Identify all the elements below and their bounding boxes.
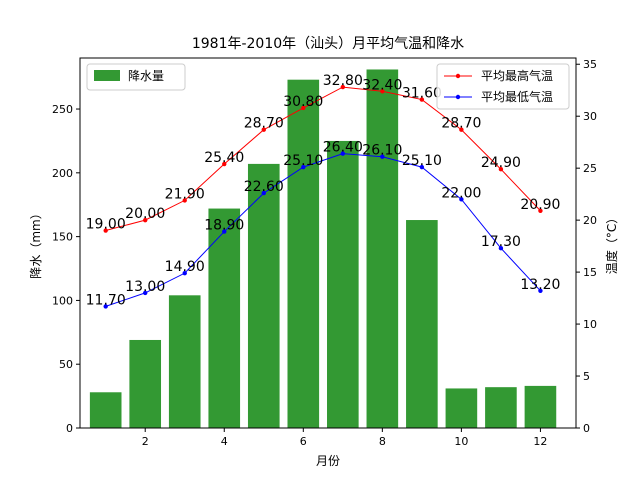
y-left-tick-label: 0 [66, 422, 73, 435]
min-temp-data-label: 18.90 [204, 218, 244, 234]
legend-marker-max-temp [455, 73, 461, 79]
y-axis-label-left: 降水（mm） [29, 207, 43, 278]
precipitation-bar [524, 385, 557, 428]
min-temp-line [105, 153, 541, 307]
y-right-tick-label: 5 [583, 370, 590, 383]
max-temp-point [459, 127, 464, 132]
min-temp-data-label: 26.40 [323, 140, 363, 156]
min-temp-data-label: 25.10 [402, 153, 442, 169]
precipitation-bar [406, 220, 438, 428]
precipitation-bar [129, 339, 162, 428]
min-temp-data-label: 13.20 [520, 277, 560, 293]
y-left-tick-label: 250 [52, 103, 73, 116]
min-temp-point [143, 290, 148, 296]
min-temp-data-label: 26.10 [362, 143, 402, 159]
legend-marker-min-temp [455, 94, 461, 100]
min-temp-point [419, 164, 425, 170]
x-tick-label: 12 [533, 435, 547, 448]
max-temp-data-label: 20.00 [125, 206, 165, 222]
min-temp-point [222, 229, 227, 234]
min-temp-data-label: 13.00 [125, 279, 165, 295]
precipitation-bar [247, 163, 280, 428]
min-temp-data-label: 17.30 [481, 234, 521, 250]
min-temp-point [498, 245, 504, 251]
precipitation-bar [327, 140, 359, 428]
min-temp-point [459, 197, 464, 202]
precipitation-bar [445, 388, 478, 428]
max-temp-point [538, 208, 543, 213]
min-temp-point [103, 304, 108, 309]
legend-label-max-temp: 平均最高气温 [481, 68, 553, 83]
min-temp-point [380, 154, 385, 159]
max-temp-data-label: 19.00 [86, 217, 126, 233]
max-temp-point [182, 198, 187, 203]
max-temp-point [419, 97, 425, 102]
y-right-tick-label: 10 [583, 318, 597, 331]
max-temp-data-label: 21.90 [165, 186, 205, 202]
min-temp-point [340, 151, 346, 156]
legend-label-precipitation: 降水量 [128, 69, 164, 83]
y-right-tick-label: 30 [583, 110, 597, 123]
min-temp-data-label: 25.10 [283, 153, 323, 169]
x-tick-label: 2 [142, 435, 149, 448]
min-temp-point [538, 288, 543, 294]
min-temp-data-label: 14.90 [165, 259, 205, 275]
y-right-tick-label: 20 [583, 214, 597, 227]
precipitation-bar [168, 295, 201, 428]
max-temp-line [105, 86, 541, 232]
x-tick-label: 4 [221, 435, 228, 448]
precipitation-bar [287, 79, 320, 429]
max-temp-point [261, 127, 266, 132]
legend-temperature: 平均最高气温 平均最低气温 [436, 63, 570, 110]
max-temp-data-label: 31.60 [402, 86, 442, 102]
y-left-tick-label: 150 [52, 231, 73, 244]
y-right-tick-label: 15 [583, 266, 597, 279]
max-temp-data-label: 20.90 [520, 197, 560, 213]
min-temp-data-label: 22.00 [441, 185, 481, 201]
max-temp-point [301, 105, 306, 111]
min-temp-point [261, 190, 266, 196]
max-temp-point [380, 89, 385, 94]
max-temp-data-label: 24.90 [481, 155, 521, 171]
y-left-tick-label: 50 [59, 358, 73, 371]
y-left-tick-label: 100 [52, 294, 73, 307]
min-temp-data-label: 22.60 [244, 179, 284, 195]
y-right-tick-label: 25 [583, 162, 597, 175]
y-axis-label-right: 温度（°C） [604, 212, 619, 274]
max-temp-data-label: 32.40 [362, 77, 402, 93]
max-temp-point [498, 167, 504, 172]
max-temp-data-label: 25.40 [204, 150, 244, 166]
plot-frame [79, 57, 577, 429]
max-temp-data-label: 30.80 [283, 94, 323, 110]
max-temp-point [340, 84, 346, 90]
max-temp-data-label: 28.70 [441, 116, 481, 132]
y-left-tick-label: 200 [52, 167, 73, 180]
legend-label-min-temp: 平均最低气温 [481, 89, 553, 104]
x-tick-label: 6 [300, 435, 307, 448]
x-tick-label: 10 [454, 435, 468, 448]
max-temp-point [143, 217, 148, 223]
max-temp-data-label: 32.80 [323, 73, 363, 89]
min-temp-point [301, 164, 306, 170]
min-temp-data-label: 11.70 [86, 292, 126, 308]
y-right-tick-label: 35 [583, 58, 597, 71]
precipitation-bar [208, 208, 241, 428]
chart-title: 1981年-2010年（汕头）月平均气温和降水 [192, 36, 464, 52]
x-axis-label: 月份 [316, 454, 340, 468]
legend-swatch-precipitation [94, 70, 120, 81]
legend-precipitation: 降水量 [86, 63, 186, 91]
max-temp-point [103, 228, 108, 233]
x-tick-label: 8 [379, 435, 386, 448]
min-temp-point [182, 270, 187, 276]
precipitation-bar [89, 392, 122, 428]
precipitation-bar [366, 69, 399, 428]
max-temp-data-label: 28.70 [244, 116, 284, 132]
max-temp-point [222, 161, 227, 167]
y-right-tick-label: 0 [583, 422, 590, 435]
precipitation-bar [485, 387, 517, 428]
